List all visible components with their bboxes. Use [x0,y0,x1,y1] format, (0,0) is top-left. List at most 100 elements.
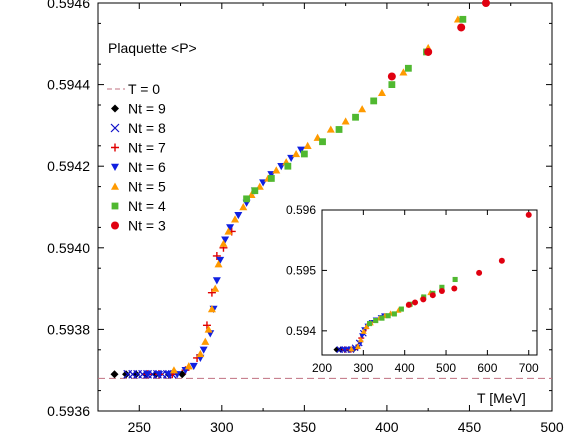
inset-data-point-nt3 [451,285,458,292]
legend-swatch [111,202,119,210]
data-point-nt4 [352,113,359,121]
legend-swatch [111,182,119,190]
data-point-nt7 [207,288,216,297]
inset-x-tick-label: 200 [312,361,332,375]
data-point-nt4 [267,175,275,182]
data-point-nt5 [326,125,335,133]
inset-data-point-nt4 [366,321,373,327]
data-point-nt6 [221,236,230,244]
inset-data-point-nt4 [391,311,397,317]
inset-data-point-nt3 [405,301,412,308]
y-tick-label: 0.5940 [47,240,90,256]
data-point-nt4 [370,97,378,105]
legend-label: Nt = 7 [128,140,166,156]
inset-data-point-nt3 [498,257,505,264]
legend-label-t0: T = 0 [128,81,160,97]
data-point-nt5 [231,215,240,223]
inset-data-point-nt3 [412,299,419,306]
data-point-nt5 [201,337,210,345]
data-point-nt7 [202,321,211,330]
inset-data-point-nt5 [363,323,370,330]
main-marks [98,0,552,379]
inset-x-tick-label: 500 [436,361,456,375]
inset-data-point-nt3 [525,211,532,218]
data-point-nt7 [212,251,221,260]
inset-marks [333,211,532,353]
plaquette-annotation: Plaquette <P> [108,40,197,56]
data-point-nt5 [239,203,248,211]
data-point-nt3 [387,72,396,81]
data-point-nt5 [204,325,213,333]
y-tick-label: 0.5942 [47,158,90,174]
data-point-nt5 [292,149,301,158]
data-point-nt4 [300,150,308,158]
inset-chart: 200 300 400 500 600 700 0.594 0.595 0.596 [286,203,539,375]
series-nt6 [143,146,306,379]
inset-data-point-nt4 [398,306,404,312]
data-point-nt6 [234,211,243,220]
x-tick-label: 450 [458,419,482,435]
data-point-nt9 [110,370,119,379]
inset-data-point-nt4 [379,315,385,321]
inset-background [322,210,537,355]
inset-data-point-nt5 [357,336,364,343]
data-point-nt3 [481,0,490,7]
inset-data-point-nt4 [373,318,379,324]
inset-data-point-nt3 [429,292,436,299]
inset-series-nt3 [405,211,532,308]
data-point-nt4 [319,138,326,146]
y-tick-label: 0.5938 [47,321,90,337]
x-axis-label: T [MeV] [477,390,526,406]
data-point-nt6 [212,277,221,285]
series-nt4 [243,15,467,203]
x-tick-label: 350 [293,419,317,435]
inset-frame [321,209,538,356]
data-point-nt6 [189,362,198,371]
x-tick-label: 400 [375,419,399,435]
data-point-nt5 [169,366,178,374]
data-point-nt5 [207,305,216,313]
data-point-nt5 [341,117,350,125]
legend-label: Nt = 6 [128,159,166,175]
plot-frame [97,2,553,412]
data-point-nt6 [199,346,208,354]
series-nt3 [387,0,490,81]
inset-x-tick-label: 700 [519,361,539,375]
legend-swatch [110,123,120,133]
y-tick-label: 0.5936 [47,403,90,419]
data-point-nt5 [219,239,228,247]
x-tick-label: 500 [540,419,564,435]
main-axes: 250 300 350 400 450 500 0.5936 0.5938 0.5940 0.59… [47,0,564,435]
data-point-nt5 [377,88,386,96]
data-point-nt4 [284,162,292,170]
inset-data-point-nt3 [438,287,445,294]
data-point-nt5 [211,284,220,292]
legend: T = 0 Nt = 9 Nt = 8 Nt = 7 Nt = 6 Nt = 5 Nt = … [107,81,166,234]
data-point-nt4 [335,126,343,133]
data-point-nt4 [459,15,467,23]
data-point-nt5 [196,349,205,358]
legend-swatch [111,104,119,113]
inset-data-point-nt4 [439,284,445,290]
inset-data-point-nt4 [452,276,458,283]
data-point-nt5 [303,141,312,149]
inset-axes: 200 300 400 500 600 700 0.594 0.595 0.596 [286,203,539,375]
inset-data-point-nt4 [385,313,391,319]
inset-y-tick-label: 0.594 [286,324,316,338]
data-point-nt3 [457,23,466,32]
y-tick-label: 0.5946 [47,0,90,11]
data-point-nt5 [399,68,408,76]
legend-swatch [111,143,119,152]
data-point-nt3 [424,47,433,56]
inset-data-point-nt5 [354,343,361,349]
inset-data-point-nt6 [359,333,366,339]
data-point-nt5 [184,362,193,370]
legend-label: Nt = 8 [128,120,166,136]
legend-label: Nt = 3 [128,218,166,234]
inset-data-point-nt5 [360,328,367,334]
inset-data-point-nt5 [348,345,355,352]
data-point-nt6 [143,371,152,379]
inset-y-tick-label: 0.595 [286,263,316,277]
series-nt7 [143,227,236,379]
inset-x-tick-label: 600 [477,361,497,375]
